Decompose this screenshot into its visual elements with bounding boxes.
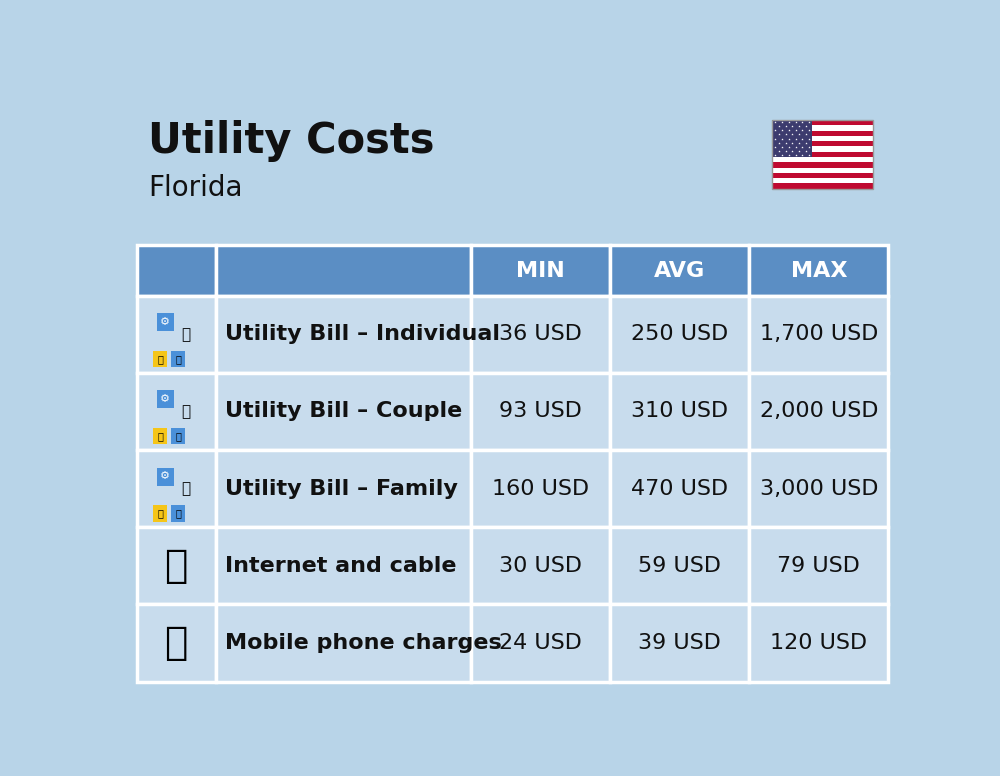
Bar — [772, 178, 873, 183]
Text: MIN: MIN — [516, 261, 565, 281]
Text: 1,700 USD: 1,700 USD — [760, 324, 878, 345]
Bar — [772, 125, 873, 130]
Bar — [610, 605, 749, 681]
Text: 79 USD: 79 USD — [777, 556, 860, 576]
Text: 250 USD: 250 USD — [631, 324, 728, 345]
Bar — [610, 450, 749, 527]
Text: 🧑: 🧑 — [181, 404, 190, 419]
Text: Utility Costs: Utility Costs — [148, 120, 435, 162]
Bar — [772, 147, 873, 152]
Bar — [137, 605, 216, 681]
Text: 120 USD: 120 USD — [770, 633, 867, 653]
Bar — [772, 141, 873, 147]
Bar — [137, 372, 216, 450]
Bar — [749, 245, 888, 296]
Text: 470 USD: 470 USD — [631, 479, 728, 499]
Text: 🧑: 🧑 — [181, 481, 190, 496]
Bar — [471, 527, 610, 605]
Bar — [471, 450, 610, 527]
Text: 36 USD: 36 USD — [499, 324, 582, 345]
Bar — [216, 296, 471, 372]
Bar — [772, 162, 873, 168]
Bar — [772, 183, 873, 189]
Bar — [216, 450, 471, 527]
Text: 39 USD: 39 USD — [638, 633, 721, 653]
Text: 2,000 USD: 2,000 USD — [760, 401, 878, 421]
Bar — [749, 527, 888, 605]
Text: Utility Bill – Individual: Utility Bill – Individual — [225, 324, 500, 345]
Bar — [772, 120, 812, 157]
Text: ⚙: ⚙ — [160, 472, 170, 481]
Bar — [157, 468, 174, 486]
Bar — [772, 173, 873, 178]
Bar — [749, 605, 888, 681]
Bar — [772, 157, 873, 162]
Bar — [216, 605, 471, 681]
Bar — [171, 351, 185, 367]
Text: 📱: 📱 — [164, 624, 188, 662]
Text: 3,000 USD: 3,000 USD — [760, 479, 878, 499]
Bar — [749, 372, 888, 450]
Bar — [772, 168, 873, 173]
Bar — [610, 372, 749, 450]
Bar — [216, 372, 471, 450]
Text: 24 USD: 24 USD — [499, 633, 582, 653]
Bar — [471, 296, 610, 372]
Text: 🧑: 🧑 — [181, 327, 190, 341]
Bar — [137, 450, 216, 527]
Bar — [471, 605, 610, 681]
Bar — [772, 120, 873, 125]
Text: AVG: AVG — [654, 261, 705, 281]
Text: 💧: 💧 — [175, 508, 181, 518]
Text: ⚙: ⚙ — [160, 317, 170, 327]
Bar — [137, 245, 216, 296]
Text: ⚙: ⚙ — [160, 394, 170, 404]
Bar — [772, 120, 873, 189]
Bar — [749, 450, 888, 527]
Text: 160 USD: 160 USD — [492, 479, 589, 499]
Bar — [137, 527, 216, 605]
Text: MAX: MAX — [791, 261, 847, 281]
Text: 📶: 📶 — [164, 547, 188, 585]
Bar — [772, 130, 873, 136]
Bar — [471, 245, 610, 296]
Bar — [471, 372, 610, 450]
Bar — [610, 527, 749, 605]
Bar — [772, 152, 873, 157]
Text: 🔌: 🔌 — [157, 508, 163, 518]
Text: Florida: Florida — [148, 174, 243, 202]
Bar — [153, 505, 167, 521]
Bar — [171, 428, 185, 445]
Bar — [153, 428, 167, 445]
Text: 🔌: 🔌 — [157, 354, 163, 364]
Text: Mobile phone charges: Mobile phone charges — [225, 633, 501, 653]
Text: 🔌: 🔌 — [157, 431, 163, 441]
Bar — [610, 245, 749, 296]
Bar — [610, 296, 749, 372]
Bar — [171, 505, 185, 521]
Bar — [749, 296, 888, 372]
Text: 💧: 💧 — [175, 354, 181, 364]
Bar — [772, 136, 873, 141]
Text: 30 USD: 30 USD — [499, 556, 582, 576]
Bar — [157, 390, 174, 408]
Text: Internet and cable: Internet and cable — [225, 556, 456, 576]
Bar — [772, 120, 873, 189]
Bar — [216, 527, 471, 605]
Text: 310 USD: 310 USD — [631, 401, 728, 421]
Text: 59 USD: 59 USD — [638, 556, 721, 576]
Bar — [216, 245, 471, 296]
Text: Utility Bill – Family: Utility Bill – Family — [225, 479, 457, 499]
Bar — [137, 296, 216, 372]
Bar — [153, 351, 167, 367]
Text: 💧: 💧 — [175, 431, 181, 441]
Text: 93 USD: 93 USD — [499, 401, 582, 421]
Text: Utility Bill – Couple: Utility Bill – Couple — [225, 401, 462, 421]
Bar — [157, 314, 174, 331]
